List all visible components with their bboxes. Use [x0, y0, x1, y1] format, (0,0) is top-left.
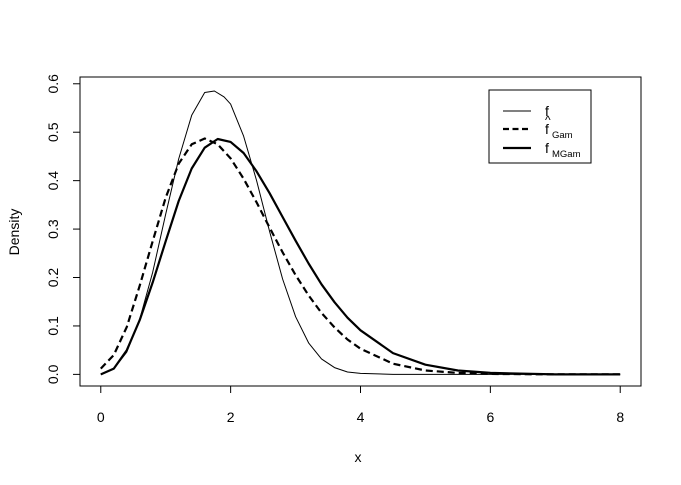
legend-hat-2: ^ — [545, 113, 551, 127]
series-line-3 — [100, 137, 621, 376]
legend-label-2: f — [545, 121, 549, 137]
y-tick-label: 0.4 — [45, 171, 61, 191]
legend-subscript-2: Gam — [552, 130, 573, 141]
series-line-2 — [100, 137, 621, 376]
y-tick-label: 0.6 — [45, 74, 61, 94]
y-axis: 0.0 0.1 0.2 0.3 0.4 0.5 0.6 — [45, 74, 81, 384]
series-layer — [100, 90, 621, 376]
x-tick-label: 2 — [227, 409, 235, 425]
y-tick-label: 0.1 — [45, 316, 61, 336]
x-tick-label: 6 — [486, 409, 494, 425]
y-tick-label: 0.0 — [45, 364, 61, 384]
y-tick-label: 0.5 — [45, 122, 61, 142]
legend-subscript-3: MGam — [552, 149, 581, 160]
y-tick-label: 0.2 — [45, 268, 61, 288]
x-tick-label: 4 — [357, 409, 365, 425]
x-axis-label: x — [355, 449, 362, 465]
x-axis: 0 2 4 6 8 — [97, 385, 624, 425]
y-axis-label: Density — [6, 209, 22, 256]
legend-label-3: f — [545, 140, 549, 156]
legend-box — [488, 89, 592, 164]
y-tick-label: 0.3 — [45, 219, 61, 239]
legend-label-1: f — [545, 103, 549, 119]
x-tick-label: 0 — [97, 409, 105, 425]
x-tick-label: 8 — [616, 409, 624, 425]
series-line-1 — [100, 90, 621, 375]
